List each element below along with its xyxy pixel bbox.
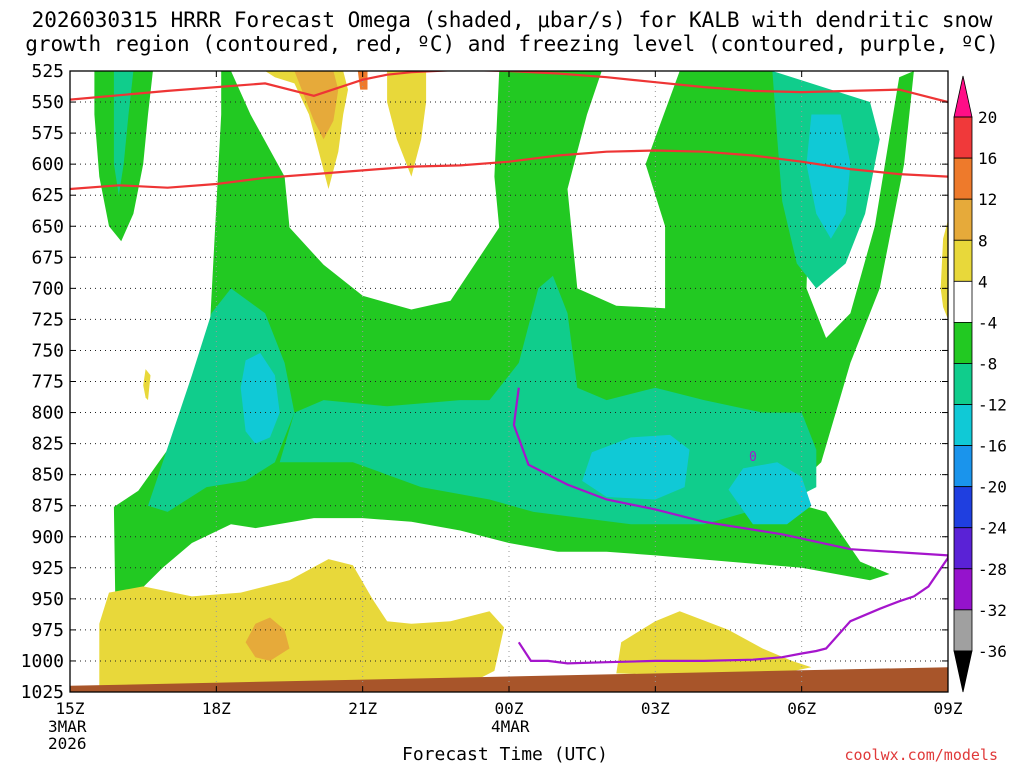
omega-region-8 [728,462,812,525]
colorbar-cell [953,568,973,611]
colorbar: 20 16 12 8 4 -4 -8 -12 -16 -20 -24 -28 -32 -36 [953,75,1007,693]
colorbar-label: 16 [978,149,997,168]
omega-region-6 [240,352,280,444]
site-credit[interactable]: coolwx.com/models [844,746,998,764]
colorbar-label: 8 [978,231,988,250]
omega-region-2 [148,288,295,512]
y-tick-label: 850 [31,465,64,486]
colorbar-label: -16 [978,437,1007,456]
y-tick-label: 925 [31,558,64,579]
y-tick-label: 775 [31,372,64,393]
x-tick-label: 21Z [348,699,377,718]
y-tick-label: 575 [31,123,64,144]
y-tick-label: 700 [31,278,64,299]
colorbar-cell [953,280,973,323]
plot-content: 0 [70,71,948,692]
omega-region-9 [806,114,851,239]
contour-dgz-upper [70,71,948,104]
x-tick-label: 09Z [934,699,963,718]
colorbar-label: 20 [978,108,997,127]
colorbar-label: -32 [978,601,1007,620]
y-tick-label: 875 [31,496,64,517]
y-tick-label: 625 [31,185,64,206]
contour-label-bg [748,449,758,463]
omega-region-11 [387,71,427,177]
y-tick-label: 600 [31,154,64,175]
omega-region-7 [582,434,690,500]
colorbar-cell [953,363,973,405]
colorbar-cell [953,445,973,488]
y-tick-label: 1025 [21,682,64,703]
y-tick-label: 975 [31,620,64,641]
colorbar-label: -24 [978,519,1007,538]
x-tick-label: 06Z [787,699,816,718]
colorbar-label: -20 [978,478,1007,497]
x-tick-label: 00Z [495,699,524,718]
x-tick-sublabel: 3MAR [48,717,87,736]
y-tick-label: 750 [31,340,64,361]
colorbar-cell-top [953,75,973,118]
y-tick-label: 900 [31,527,64,548]
colorbar-cell [953,527,973,570]
contour-freezing-level [512,387,948,665]
y-tick-label: 650 [31,216,64,237]
x-tick-label: 18Z [202,699,231,718]
colorbar-label: 4 [978,272,988,291]
contour-label: 0 [749,450,757,465]
y-tick-label: 800 [31,403,64,424]
x-tick-sublabel: 4MAR [491,717,530,736]
x-tick-label: 03Z [641,699,670,718]
omega-region-16 [294,71,339,140]
colorbar-cell [953,157,973,200]
omega-region-12 [99,559,505,689]
y-tick-label: 1000 [21,651,64,672]
colorbar-cell [953,404,973,446]
plot-area: 0 [70,71,948,692]
omega-region-5 [113,71,134,196]
colorbar-cell [953,321,973,364]
x-axis-label: Forecast Time (UTC) [402,744,608,765]
y-tick-label: 950 [31,589,64,610]
y-tick-label: 725 [31,309,64,330]
y-tick-label: 675 [31,247,64,268]
x-tick-label: 15Z [56,699,85,718]
colorbar-label: -8 [978,354,997,373]
omega-region-15 [940,220,948,320]
y-tick-label: 525 [31,61,64,82]
x-tick-sublabel: 2026 [48,734,87,753]
colorbar-label: -36 [978,642,1007,661]
y-tick-label: 550 [31,92,64,113]
colorbar-label: -28 [978,560,1007,579]
omega-region-17 [245,617,290,661]
colorbar-label: -12 [978,396,1007,415]
axes: 525 550 575 600 625 650 675 700 725 750 775 800 825 8… [21,61,963,753]
contour-dgz-lower [70,149,948,191]
colorbar-cell-bottom [953,650,973,693]
colorbar-cell [953,198,973,241]
colorbar-label: -4 [978,313,997,332]
chart-title-line1: 2026030315 HRRR Forecast Omega (shaded, … [31,8,993,32]
colorbar-cell [953,609,973,652]
terrain [70,667,948,692]
colorbar-label: 12 [978,190,997,209]
chart-title-line2: growth region (contoured, red, ºC) and f… [25,32,999,56]
colorbar-cell [953,116,973,159]
colorbar-cell [953,486,973,529]
y-tick-label: 825 [31,434,64,455]
omega-region-14 [143,369,151,401]
colorbar-cell [953,239,973,282]
